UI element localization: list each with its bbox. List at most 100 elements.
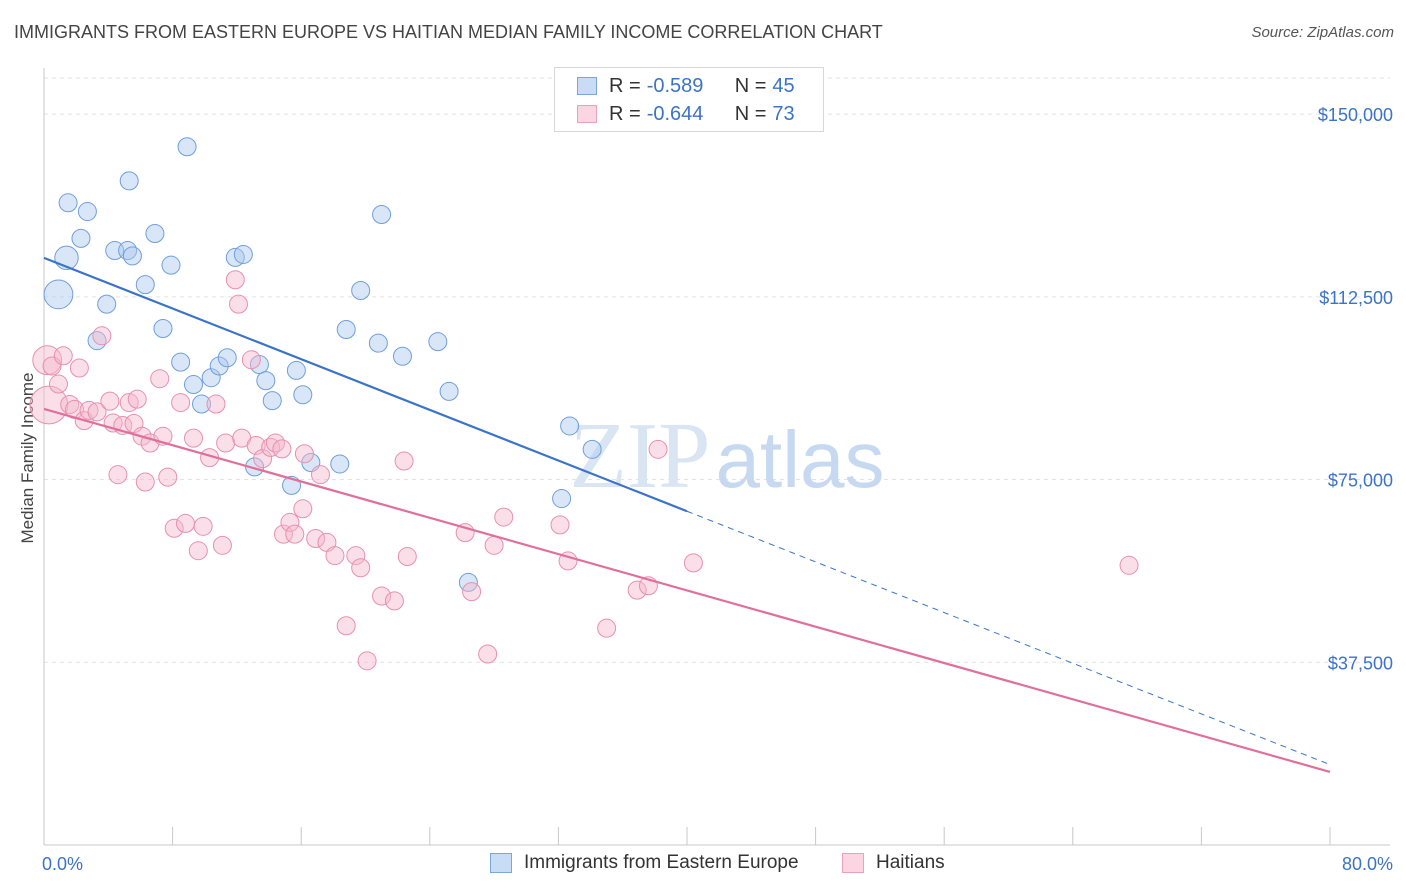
- data-point-haitian: [69, 358, 89, 378]
- legend-label-eastern-europe: Immigrants from Eastern Europe: [524, 852, 799, 873]
- trend-line-extension-eastern-europe: [686, 510, 1331, 766]
- data-point-haitian: [484, 535, 504, 555]
- data-point-haitian: [280, 512, 300, 532]
- data-point-haitian: [397, 547, 417, 567]
- tick-labels: $37,500 $75,000 $112,500 $150,000 0.0% 80.0%: [42, 105, 1393, 874]
- data-point-haitian: [127, 389, 147, 409]
- data-point-haitian: [206, 394, 226, 414]
- data-point-haitian: [92, 326, 112, 346]
- data-point-eastern-europe: [209, 356, 229, 376]
- data-point-haitian: [306, 529, 326, 549]
- data-point-haitian: [394, 451, 414, 471]
- legend-item-eastern-europe[interactable]: Immigrants from Eastern Europe: [490, 852, 799, 874]
- r-value: -0.644: [646, 102, 704, 125]
- data-point-eastern-europe: [97, 294, 117, 314]
- x-tick-label: 0.0%: [42, 854, 83, 874]
- data-point-eastern-europe: [201, 368, 221, 388]
- data-point-eastern-europe: [145, 223, 165, 243]
- data-point-haitian: [183, 428, 203, 448]
- data-point-eastern-europe: [560, 416, 580, 436]
- data-point-eastern-europe: [372, 204, 392, 224]
- data-point-haitian: [79, 400, 99, 420]
- data-point-haitian: [272, 439, 292, 459]
- data-point-haitian: [53, 346, 73, 366]
- data-point-eastern-europe: [192, 394, 212, 414]
- data-point-haitian: [171, 393, 191, 413]
- data-point-haitian: [285, 524, 305, 544]
- stats-row-eastern-europe: R = -0.589 N = 45: [577, 74, 795, 98]
- data-point-haitian: [158, 467, 178, 487]
- legend-label-haitians: Haitians: [876, 852, 945, 873]
- r-label: R =: [609, 74, 641, 97]
- y-tick-label: $150,000: [1318, 105, 1393, 125]
- data-point-eastern-europe: [336, 319, 356, 339]
- data-point-haitian: [336, 616, 356, 636]
- data-point-haitian: [384, 591, 404, 611]
- data-point-haitian: [150, 369, 170, 389]
- swatch-haitians: [577, 105, 597, 123]
- data-point-haitian: [648, 439, 668, 459]
- data-point-haitian: [1119, 555, 1139, 575]
- axes: [43, 68, 1390, 846]
- data-point-haitian: [48, 374, 68, 394]
- data-point-haitian: [108, 465, 128, 485]
- watermark-atlas: atlas: [716, 415, 885, 504]
- data-point-haitian: [293, 499, 313, 519]
- data-point-eastern-europe: [392, 346, 412, 366]
- data-point-eastern-europe: [330, 454, 350, 474]
- data-point-eastern-europe: [135, 275, 155, 295]
- stats-row-haitians: R = -0.644 N = 73: [577, 102, 795, 126]
- data-point-haitian: [478, 644, 498, 664]
- n-label: N =: [734, 74, 767, 97]
- x-tick-label: 80.0%: [1342, 854, 1393, 874]
- data-point-eastern-europe: [439, 381, 459, 401]
- legend-swatch-haitians: [842, 853, 864, 873]
- data-point-haitian: [274, 524, 294, 544]
- legend-item-haitians[interactable]: Haitians: [842, 852, 945, 874]
- data-point-haitian: [494, 507, 514, 527]
- data-point-haitian: [216, 433, 236, 453]
- legend-swatch-eastern-europe: [490, 853, 512, 873]
- watermark-zip: ZIP: [570, 404, 711, 508]
- data-point-haitian: [175, 513, 195, 533]
- data-point-haitian: [683, 553, 703, 573]
- data-point-eastern-europe: [183, 375, 203, 395]
- data-point-eastern-europe: [552, 489, 572, 509]
- data-point-eastern-europe: [58, 193, 78, 213]
- data-point-eastern-europe: [582, 439, 602, 459]
- swatch-eastern-europe: [577, 77, 597, 95]
- data-point-eastern-europe: [293, 385, 313, 405]
- data-point-eastern-europe: [256, 371, 276, 391]
- data-point-eastern-europe: [262, 391, 282, 411]
- data-point-eastern-europe: [351, 280, 371, 300]
- chart-title: IMMIGRANTS FROM EASTERN EUROPE VS HAITIA…: [14, 22, 883, 42]
- data-point-haitian: [325, 546, 345, 566]
- data-point-haitian: [294, 444, 314, 464]
- data-point-eastern-europe: [119, 171, 139, 191]
- data-point-haitian: [627, 580, 647, 600]
- data-point-eastern-europe: [43, 279, 74, 310]
- data-point-haitian: [87, 402, 107, 422]
- data-point-eastern-europe: [71, 228, 91, 248]
- data-point-haitian: [597, 618, 617, 638]
- data-point-haitian: [135, 472, 155, 492]
- data-point-haitian: [372, 586, 392, 606]
- gridlines: [44, 77, 1390, 663]
- correlation-stats-box: R = -0.589 N = 45 R = -0.644 N = 73: [554, 67, 824, 132]
- n-value: 45: [772, 74, 795, 97]
- data-point-eastern-europe: [286, 360, 306, 380]
- y-tick-label: $37,500: [1328, 653, 1393, 673]
- data-point-eastern-europe: [122, 246, 142, 266]
- y-tick-label: $112,500: [1319, 288, 1393, 308]
- data-point-eastern-europe: [233, 244, 253, 264]
- data-point-haitian: [253, 449, 273, 469]
- n-value: 73: [772, 102, 795, 125]
- data-point-haitian: [229, 294, 249, 314]
- data-points: [29, 137, 1139, 671]
- data-point-haitian: [462, 582, 482, 602]
- data-point-eastern-europe: [171, 352, 191, 372]
- data-point-haitian: [193, 516, 213, 536]
- data-point-haitian: [241, 350, 261, 370]
- r-label: R =: [609, 102, 641, 125]
- y-tick-label: $75,000: [1328, 471, 1393, 491]
